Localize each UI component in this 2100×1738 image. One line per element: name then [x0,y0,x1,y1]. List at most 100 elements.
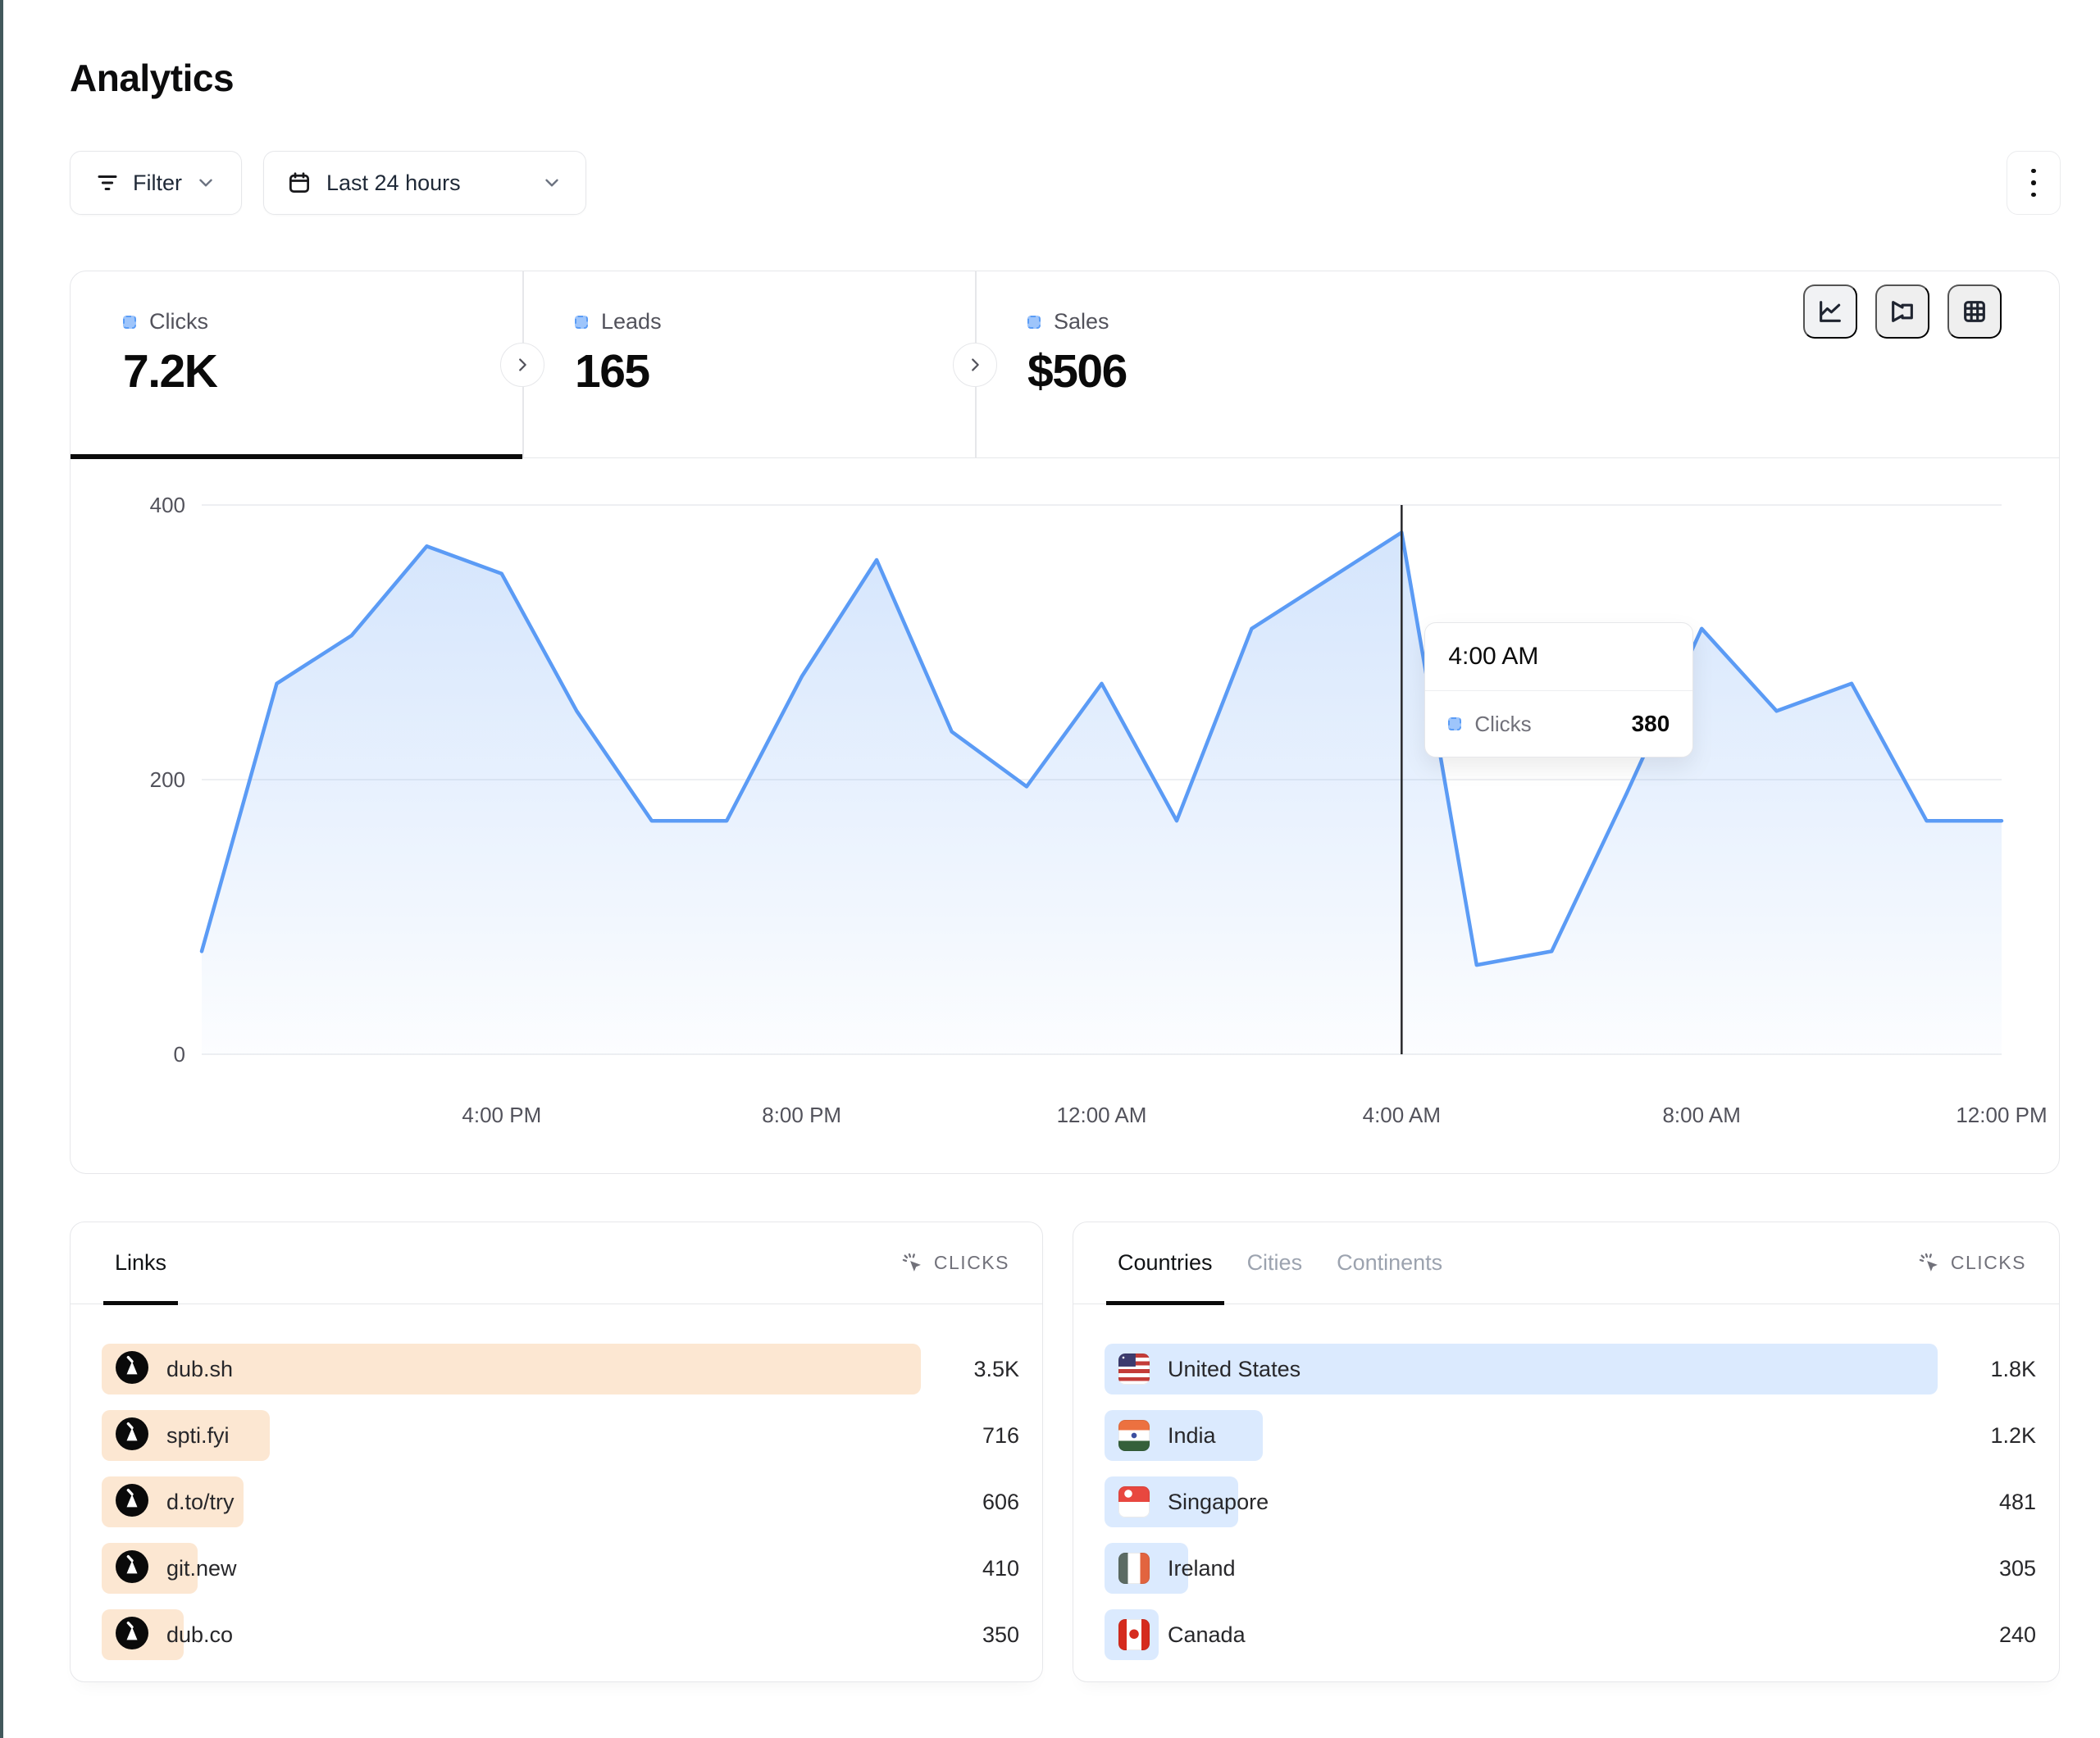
country-label: India [1168,1422,1216,1448]
country-flag-icon [1118,1354,1150,1385]
dub-logo-icon [116,1483,148,1521]
country-row[interactable]: Singapore 481 [1105,1476,2036,1527]
x-axis-tick: 8:00 AM [1662,1103,1741,1127]
tooltip-time: 4:00 AM [1425,623,1693,691]
x-axis-tick: 12:00 AM [1056,1103,1147,1127]
country-label: Canada [1168,1622,1246,1647]
countries-panel: Countries Cities Continents CLICKS Unite… [1073,1222,2060,1682]
analytics-card: Clicks 7.2K Leads 165 Sales $506 [70,271,2060,1174]
country-label: Singapore [1168,1489,1269,1514]
leads-tab-label: Leads [601,309,662,334]
chart-plot[interactable] [199,501,2004,1055]
country-flag-icon [1118,1553,1150,1584]
expand-leads-button[interactable] [500,342,544,387]
tab-sales[interactable]: Sales $506 [975,271,1483,457]
line-chart-view-button[interactable] [1803,284,1857,339]
leads-legend-square [575,315,588,329]
tab-clicks[interactable]: Clicks 7.2K [71,271,522,459]
x-axis-tick: 8:00 PM [762,1103,842,1127]
country-row[interactable]: Canada 240 [1105,1609,2036,1660]
filter-label: Filter [133,170,182,195]
country-flag-icon [1118,1486,1150,1517]
clicks-value: 7.2K [123,345,218,398]
kebab-icon [2031,168,2036,198]
tab-continents[interactable]: Continents [1325,1222,1454,1304]
link-row[interactable]: spti.fyi 716 [102,1410,1019,1461]
country-row[interactable]: Ireland 305 [1105,1543,2036,1594]
funnel-icon [1888,298,1916,325]
date-range-button[interactable]: Last 24 hours [263,151,586,215]
country-row[interactable]: United States 1.8K [1105,1344,2036,1394]
countries-metric-label: CLICKS [1950,1252,2026,1273]
link-row[interactable]: git.new 410 [102,1543,1019,1594]
cursor-click-icon [1918,1252,1941,1275]
links-list: dub.sh 3.5K spti.fyi 716 d.to/try [71,1304,1042,1660]
tab-links[interactable]: Links [103,1222,179,1305]
sales-legend-square [1027,315,1041,329]
clicks-tab-label: Clicks [149,309,208,334]
chart-view-toggle [1803,284,2002,339]
country-clicks-value: 481 [1998,1489,2036,1514]
page-title: Analytics [70,57,235,99]
country-clicks-value: 305 [1998,1555,2036,1581]
link-label: dub.sh [166,1356,234,1381]
filter-button[interactable]: Filter [70,151,242,215]
country-clicks-value: 1.8K [1990,1356,2036,1381]
links-panel: Links CLICKS dub.sh 3.5K [70,1222,1043,1682]
country-bar [1105,1344,1938,1394]
dub-logo-icon [116,1616,148,1654]
dub-logo-icon [116,1417,148,1454]
cities-tab-label: Cities [1246,1250,1303,1275]
table-view-button[interactable] [1947,284,2002,339]
area-fill [202,532,2002,1054]
funnel-view-button[interactable] [1875,284,1929,339]
countries-metric-selector[interactable]: CLICKS [1918,1252,2026,1275]
stats-tabs: Clicks 7.2K Leads 165 Sales $506 [71,271,2059,459]
chart-tooltip: 4:00 AM Clicks 380 [1424,622,1694,758]
links-metric-selector[interactable]: CLICKS [901,1252,1009,1275]
link-label: dub.co [166,1622,234,1647]
filter-icon [95,171,120,195]
dub-logo-icon [116,1549,148,1587]
y-axis-tick: 0 [173,1042,185,1067]
link-row[interactable]: dub.sh 3.5K [102,1344,1019,1394]
line-chart-icon [1816,298,1844,325]
country-flag-icon [1118,1420,1150,1451]
link-row[interactable]: d.to/try 606 [102,1476,1019,1527]
dub-logo-icon [116,1350,148,1388]
tab-cities[interactable]: Cities [1236,1222,1314,1304]
x-axis-tick: 4:00 PM [462,1103,542,1127]
expand-sales-button[interactable] [953,342,997,387]
chevron-down-icon [195,172,216,193]
more-options-button[interactable] [2007,151,2061,215]
cursor-click-icon [901,1252,924,1275]
country-label: United States [1168,1356,1301,1381]
link-clicks-value: 350 [982,1622,1019,1647]
y-axis-tick: 200 [149,767,185,792]
tooltip-legend-square [1448,717,1462,730]
tab-leads[interactable]: Leads 165 [522,271,975,457]
table-grid-icon [1961,298,1988,325]
continents-tab-label: Continents [1337,1250,1443,1275]
link-clicks-value: 606 [982,1489,1019,1514]
date-range-label: Last 24 hours [326,170,461,195]
chevron-down-icon [541,172,563,193]
link-clicks-value: 410 [982,1555,1019,1581]
link-clicks-value: 3.5K [973,1356,1019,1381]
link-label: git.new [166,1555,237,1581]
country-label: Ireland [1168,1555,1236,1581]
country-flag-icon [1118,1619,1150,1650]
sales-value: $506 [1027,345,1127,398]
tooltip-value: 380 [1631,711,1670,736]
clicks-line [199,530,2004,967]
link-bar [102,1344,921,1394]
countries-tab-label: Countries [1118,1250,1213,1275]
tooltip-series-label: Clicks [1474,711,1532,736]
link-row[interactable]: dub.co 350 [102,1609,1019,1660]
links-tab-label: Links [115,1250,167,1275]
country-clicks-value: 240 [1998,1622,2036,1647]
country-row[interactable]: India 1.2K [1105,1410,2036,1461]
clicks-chart: 4:00 AM Clicks 380 0 200 400 4:00 PM 8:00 PM… [71,458,2059,1172]
links-panel-header: Links CLICKS [71,1222,1042,1305]
tab-countries[interactable]: Countries [1106,1222,1224,1305]
